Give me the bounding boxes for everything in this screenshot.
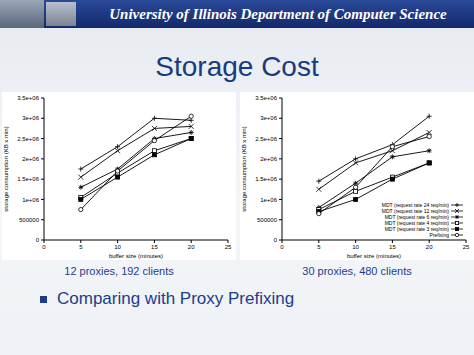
svg-text:2e+06: 2e+06 <box>260 156 278 162</box>
svg-text:25: 25 <box>463 244 470 250</box>
svg-text:0: 0 <box>274 237 278 243</box>
html-text:30 proxies, 480 clients: 30 proxies, 480 clients <box>302 265 412 277</box>
svg-text:500000: 500000 <box>19 217 40 223</box>
svg-text:10: 10 <box>352 244 359 250</box>
svg-text:15: 15 <box>389 244 396 250</box>
html-text:MDT (request rate 3 req/min): MDT (request rate 3 req/min) <box>384 226 449 232</box>
svg-text:buffer size (minutes): buffer size (minutes) <box>347 253 401 259</box>
svg-text:storage consumption (KB x min): storage consumption (KB x min) <box>241 126 247 211</box>
html-text:Prefixing: Prefixing <box>429 232 449 238</box>
svg-text:3e+06: 3e+06 <box>260 115 278 121</box>
svg-text:10: 10 <box>114 244 121 250</box>
svg-text:0: 0 <box>280 244 284 250</box>
html-text:MDT (request rate 24 req/min): MDT (request rate 24 req/min) <box>381 202 449 208</box>
html-text:MDT (request rate 6 req/min): MDT (request rate 6 req/min) <box>384 214 449 220</box>
svg-text:5: 5 <box>79 244 83 250</box>
svg-text:20: 20 <box>426 244 433 250</box>
html-text:Comparing with Proxy Prefixing: Comparing with Proxy Prefixing <box>57 289 295 308</box>
svg-text:20: 20 <box>188 244 195 250</box>
svg-text:3.5e+06: 3.5e+06 <box>17 95 40 101</box>
svg-text:1.5e+06: 1.5e+06 <box>17 176 40 182</box>
html-text:MDT (request rate 4 req/min): MDT (request rate 4 req/min) <box>384 220 449 226</box>
svg-text:2.5e+06: 2.5e+06 <box>255 136 278 142</box>
svg-text:0: 0 <box>36 237 40 243</box>
html-text:MDT (request rate 12 req/min): MDT (request rate 12 req/min) <box>381 208 449 214</box>
svg-text:0: 0 <box>42 244 46 250</box>
html-text:Storage Cost: Storage Cost <box>155 51 319 82</box>
svg-text:2.5e+06: 2.5e+06 <box>17 136 40 142</box>
html-text:University of Illinois Departm: University of Illinois Department of Com… <box>109 6 447 22</box>
svg-text:15: 15 <box>151 244 158 250</box>
svg-text:3.5e+06: 3.5e+06 <box>255 95 278 101</box>
svg-text:1e+06: 1e+06 <box>22 197 40 203</box>
svg-text:1.5e+06: 1.5e+06 <box>255 176 278 182</box>
svg-text:2e+06: 2e+06 <box>22 156 40 162</box>
svg-text:buffer size (minutes): buffer size (minutes) <box>109 253 163 259</box>
svg-text:500000: 500000 <box>257 217 278 223</box>
svg-text:3e+06: 3e+06 <box>22 115 40 121</box>
svg-text:1e+06: 1e+06 <box>260 197 278 203</box>
html-text:12 proxies, 192 clients: 12 proxies, 192 clients <box>64 265 174 277</box>
svg-text:storage consumption (KB x min): storage consumption (KB x min) <box>3 126 9 211</box>
svg-text:25: 25 <box>225 244 232 250</box>
svg-text:5: 5 <box>317 244 321 250</box>
